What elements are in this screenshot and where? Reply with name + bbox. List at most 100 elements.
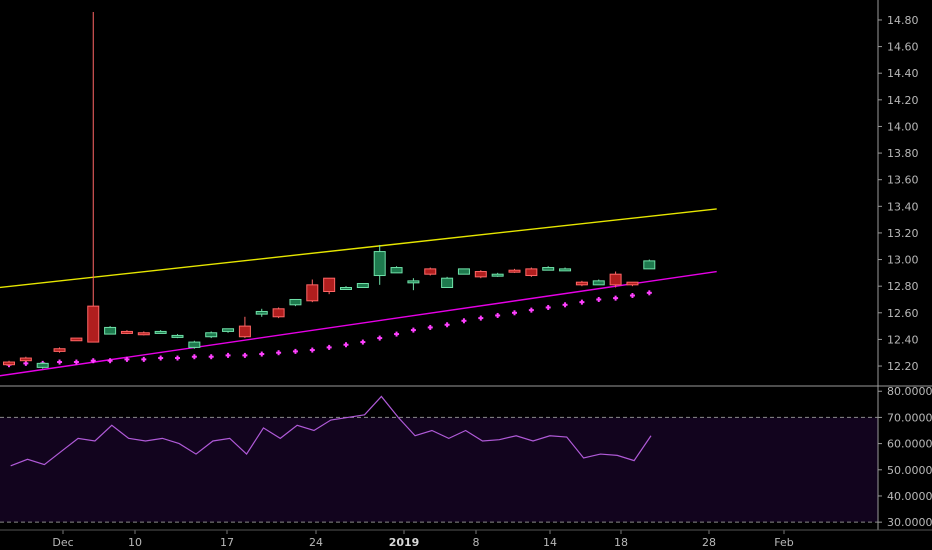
rsi-tick-label: 30.0000: [887, 516, 932, 529]
rsi-tick-label: 60.0000: [887, 438, 932, 451]
candle[interactable]: [542, 266, 555, 271]
candle[interactable]: [575, 280, 588, 287]
time-tick-label: 17: [220, 536, 234, 549]
candle-body: [171, 334, 184, 338]
rsi-y-axis[interactable]: 80.0000 70.0000 60.0000 50.0000 40.0000 30.00…: [878, 385, 932, 529]
candle-body: [390, 267, 403, 274]
psar-dot: [646, 290, 652, 296]
candle-body: [205, 332, 218, 338]
candle-body: [575, 281, 588, 286]
candle[interactable]: [626, 281, 639, 287]
candle-body: [525, 268, 538, 277]
candle-body: [53, 348, 66, 352]
candle[interactable]: [306, 279, 319, 303]
candle[interactable]: [36, 362, 49, 369]
candle[interactable]: [373, 244, 386, 285]
psar-dot: [596, 296, 602, 302]
candle-body: [154, 330, 167, 334]
time-tick-label: 10: [128, 536, 142, 549]
candle[interactable]: [188, 340, 201, 349]
psar-dot: [343, 342, 349, 348]
candle-body: [474, 271, 487, 278]
psar-dot: [57, 359, 63, 365]
candle[interactable]: [474, 270, 487, 279]
candle[interactable]: [87, 11, 100, 343]
psar-dot: [242, 352, 248, 358]
candle-body: [36, 362, 49, 368]
psar-dot: [158, 355, 164, 361]
price-y-axis[interactable]: 14.80 14.60 14.40 14.20 14.00 13.80 13.60 13.40…: [878, 14, 919, 373]
candle[interactable]: [356, 283, 369, 289]
candle[interactable]: [70, 337, 83, 342]
psar-dot: [107, 358, 113, 364]
time-tick-label: 24: [309, 536, 323, 549]
candle[interactable]: [457, 268, 470, 275]
price-tick-label: 12.20: [887, 360, 919, 373]
candle[interactable]: [390, 266, 403, 274]
candle[interactable]: [3, 360, 15, 367]
psar-dot: [360, 339, 366, 345]
price-tick-label: 14.80: [887, 14, 919, 27]
psar-dot: [377, 335, 383, 341]
candle[interactable]: [609, 271, 622, 288]
psar-dot: [562, 302, 568, 308]
candle[interactable]: [508, 268, 521, 273]
candle[interactable]: [491, 272, 504, 277]
candle[interactable]: [525, 267, 538, 277]
candle-body: [87, 305, 100, 343]
candle[interactable]: [154, 330, 167, 334]
candle-body: [457, 268, 470, 275]
psar-dot: [495, 312, 501, 318]
candle-body: [441, 277, 454, 289]
rsi-tick-label: 50.0000: [887, 464, 932, 477]
candle-body: [542, 267, 555, 271]
candle-body: [306, 284, 319, 302]
candle[interactable]: [222, 328, 235, 333]
candle-body: [559, 268, 572, 272]
candle[interactable]: [272, 307, 285, 319]
candle-body: [289, 298, 302, 306]
candle-body: [508, 269, 521, 273]
candle[interactable]: [238, 316, 251, 339]
psar-dot: [90, 358, 96, 364]
price-tick-label: 14.60: [887, 41, 919, 54]
candle[interactable]: [137, 331, 150, 336]
candle[interactable]: [340, 286, 352, 291]
candle[interactable]: [171, 334, 184, 339]
psar-dot: [124, 356, 130, 362]
upper-channel-line[interactable]: [0, 208, 717, 290]
time-tick-label: Dec: [52, 536, 73, 549]
rsi-pane[interactable]: [0, 395, 878, 523]
rsi-line[interactable]: [10, 395, 652, 467]
time-tick-label: 14: [543, 536, 557, 549]
lower-channel-line[interactable]: [0, 270, 717, 380]
psar-dot: [309, 347, 315, 353]
psar-dot: [326, 344, 332, 350]
psar-dot: [629, 292, 635, 298]
candle[interactable]: [53, 347, 66, 353]
candle[interactable]: [559, 267, 572, 272]
candle[interactable]: [289, 298, 302, 307]
psar-dot: [427, 324, 433, 330]
candle[interactable]: [120, 330, 133, 335]
price-pane[interactable]: [0, 11, 717, 380]
candle[interactable]: [323, 277, 336, 295]
candle[interactable]: [205, 331, 218, 339]
candle-body: [424, 268, 437, 275]
candle-body: [255, 310, 268, 315]
candle[interactable]: [424, 267, 437, 276]
candle[interactable]: [592, 279, 605, 286]
candle-body: [643, 260, 656, 270]
candle[interactable]: [19, 356, 32, 363]
candle[interactable]: [643, 259, 656, 270]
time-x-axis[interactable]: Dec 10 17 24 2019 8 14 18 28 Feb: [52, 530, 794, 549]
candle-body: [19, 357, 32, 362]
candle[interactable]: [255, 308, 268, 317]
rsi-band-fill: [0, 417, 878, 523]
candle[interactable]: [441, 276, 454, 289]
price-tick-label: 13.20: [887, 227, 919, 240]
candle[interactable]: [104, 326, 117, 335]
candle-body: [222, 328, 235, 332]
candle[interactable]: [407, 278, 420, 291]
